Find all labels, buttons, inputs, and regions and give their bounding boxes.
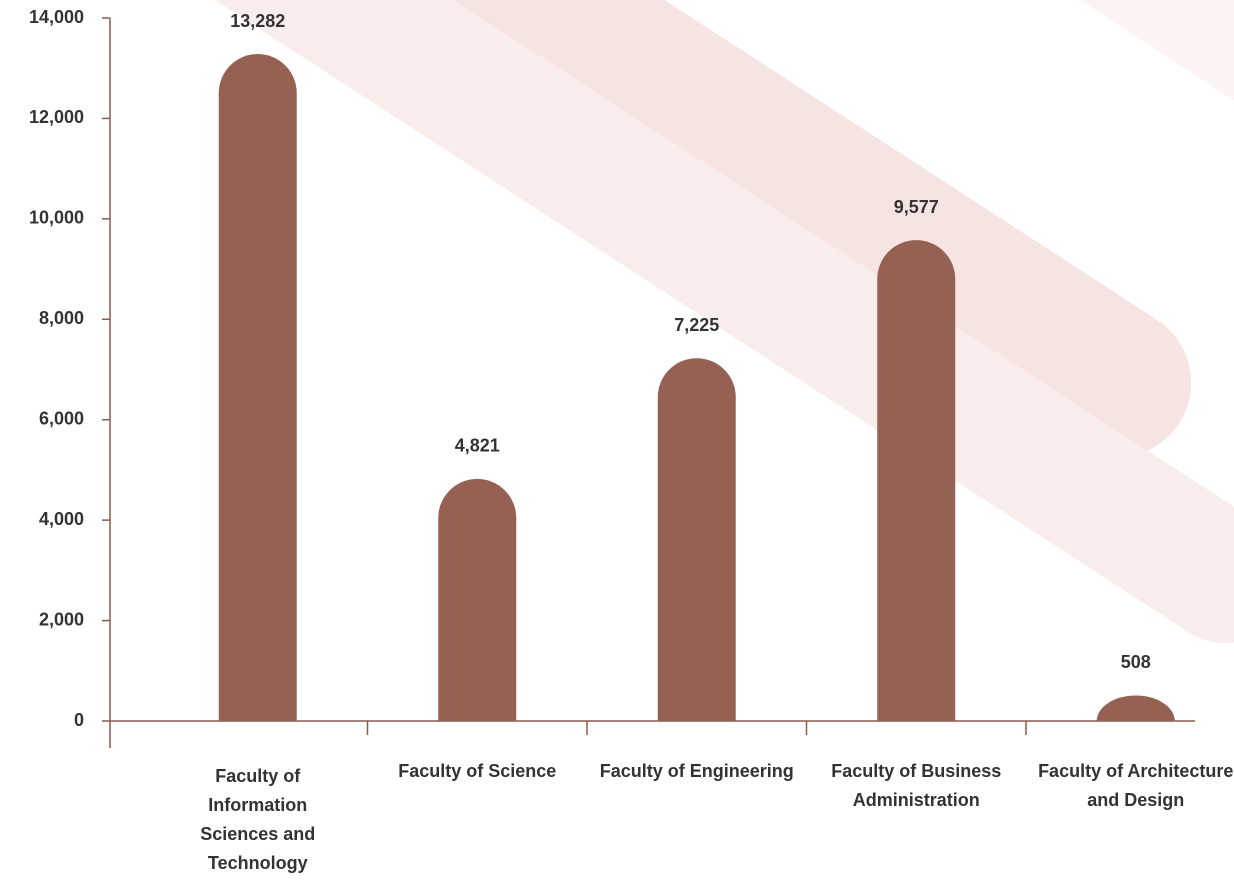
y-tick-label: 12,000 (29, 107, 84, 127)
value-label: 4,821 (455, 436, 500, 456)
bar (877, 240, 956, 721)
bar (218, 54, 297, 722)
y-tick-label: 2,000 (39, 609, 84, 629)
value-label: 13,282 (230, 11, 285, 31)
bar (438, 478, 517, 721)
y-tick-label: 0 (74, 710, 84, 730)
x-tick-label: Faculty of Information Sciences and Tech… (200, 766, 316, 873)
background-stripes (0, 0, 1234, 644)
value-label: 7,225 (674, 315, 719, 335)
y-tick-label: 14,000 (29, 7, 84, 27)
x-tick-label: Faculty of Architecture and Design (1038, 761, 1234, 810)
y-tick-label: 10,000 (29, 208, 84, 228)
x-tick-label: Faculty of Business Administration (831, 761, 1002, 810)
y-tick-label: 6,000 (39, 408, 84, 428)
y-tick-label: 8,000 (39, 308, 84, 328)
bar (1096, 695, 1175, 721)
x-tick-label: Faculty of Science (398, 761, 557, 781)
bar (657, 358, 736, 721)
value-label: 508 (1121, 652, 1151, 672)
value-label: 9,577 (894, 197, 939, 217)
y-tick-label: 4,000 (39, 509, 84, 529)
x-tick-label: Faculty of Engineering (599, 761, 794, 781)
